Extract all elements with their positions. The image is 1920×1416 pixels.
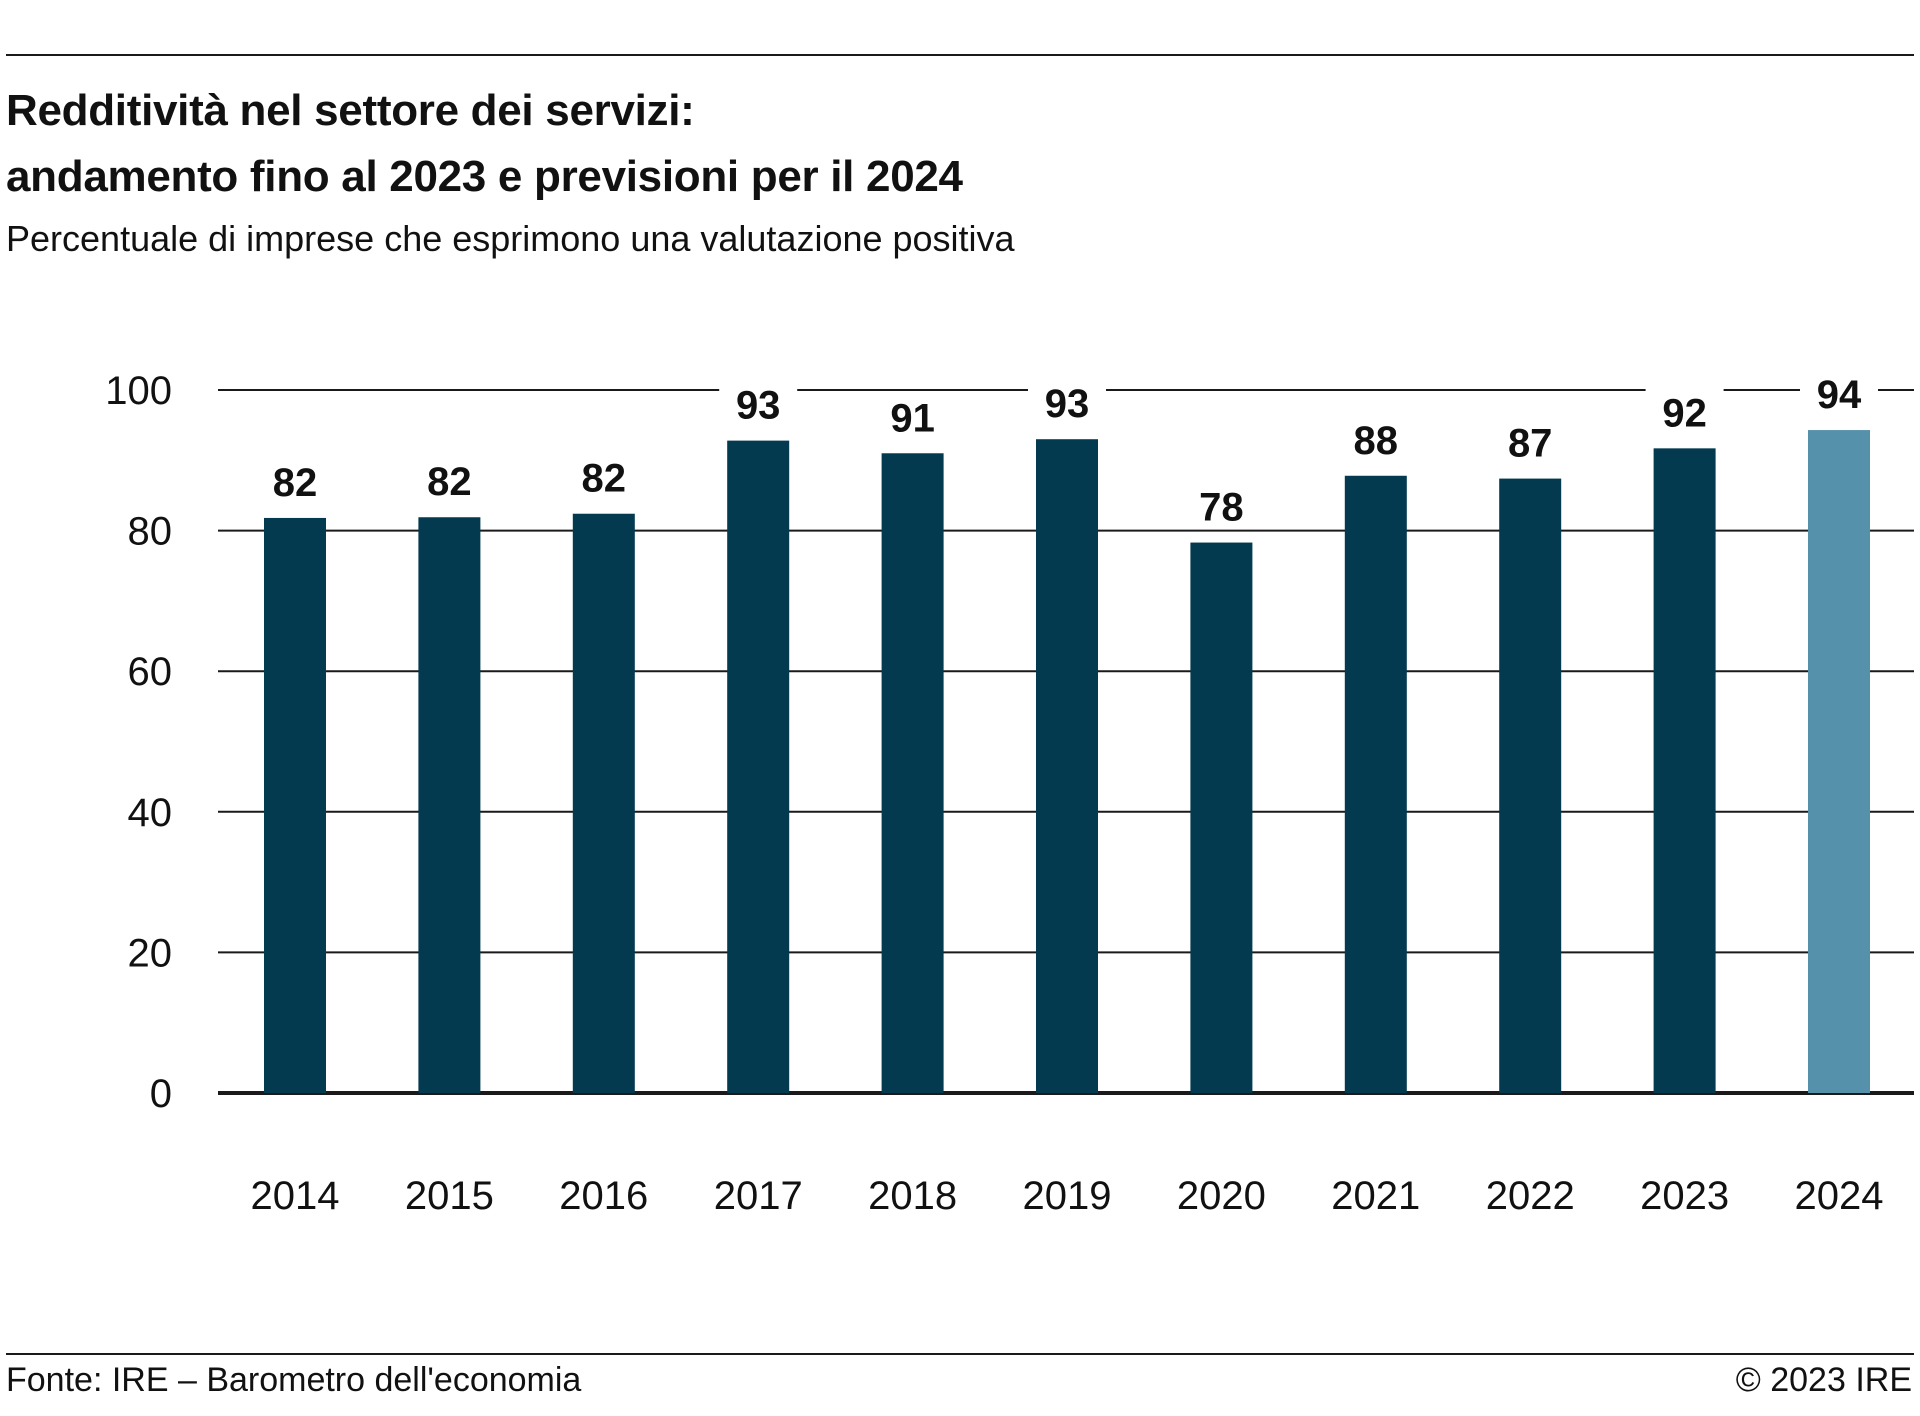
data-label: 87 — [1508, 422, 1553, 466]
bottom-rule — [6, 1353, 1914, 1355]
bar — [1190, 542, 1253, 1093]
top-rule — [6, 54, 1914, 56]
x-tick-label: 2015 — [405, 1174, 494, 1218]
x-tick-label: 2021 — [1331, 1174, 1420, 1218]
bar — [727, 440, 790, 1094]
data-label: 93 — [1045, 382, 1090, 426]
x-tick-label: 2014 — [251, 1174, 340, 1218]
x-tick-label: 2017 — [714, 1174, 803, 1218]
bar — [264, 517, 326, 1093]
y-tick-label: 20 — [128, 931, 173, 975]
x-axis-ticks: 2014 2015 2016 2017 2018 2019 2020 2021 2022 2023… — [251, 1174, 1884, 1218]
chart-subtitle: Percentuale di imprese che esprimono una… — [6, 218, 1015, 259]
bar — [1653, 448, 1716, 1093]
x-tick-label: 2018 — [868, 1174, 957, 1218]
data-label: 94 — [1817, 373, 1862, 417]
bar — [418, 517, 481, 1093]
bar — [1036, 439, 1098, 1094]
x-tick-label: 2016 — [559, 1174, 648, 1218]
x-tick-label: 2024 — [1795, 1174, 1884, 1218]
x-tick-label: 2022 — [1486, 1174, 1575, 1218]
y-tick-label: 60 — [128, 650, 173, 694]
bar — [881, 453, 944, 1093]
x-tick-label: 2020 — [1177, 1174, 1266, 1218]
chart-title-line-2: andamento fino al 2023 e previsioni per … — [6, 152, 963, 201]
y-tick-label: 40 — [128, 791, 173, 835]
x-tick-label: 2023 — [1640, 1174, 1729, 1218]
data-label: 82 — [273, 461, 318, 505]
data-label: 82 — [427, 460, 472, 504]
y-tick-label: 100 — [105, 369, 172, 413]
y-tick-label: 0 — [150, 1072, 172, 1116]
y-tick-label: 80 — [128, 510, 173, 554]
data-label: 91 — [890, 396, 935, 440]
bar — [1344, 475, 1407, 1093]
bars — [264, 430, 1870, 1094]
data-labels: 82 82 82 93 91 93 78 88 87 92 94 — [273, 373, 1862, 529]
bar — [572, 513, 635, 1093]
data-label: 78 — [1199, 486, 1244, 530]
source-note: Fonte: IRE – Barometro dell'economia — [6, 1361, 582, 1399]
x-tick-label: 2019 — [1023, 1174, 1112, 1218]
data-label: 93 — [736, 384, 781, 428]
copyright-note: © 2023 IRE — [1735, 1361, 1912, 1399]
data-label: 88 — [1354, 419, 1399, 463]
bar — [1499, 478, 1562, 1093]
y-axis-ticks: 0 20 40 60 80 100 — [105, 369, 172, 1116]
chart-title-line-1: Redditività nel settore dei servizi: — [6, 86, 695, 135]
data-label: 92 — [1662, 391, 1707, 435]
forecast-bar — [1808, 430, 1870, 1093]
data-label: 82 — [582, 457, 627, 501]
